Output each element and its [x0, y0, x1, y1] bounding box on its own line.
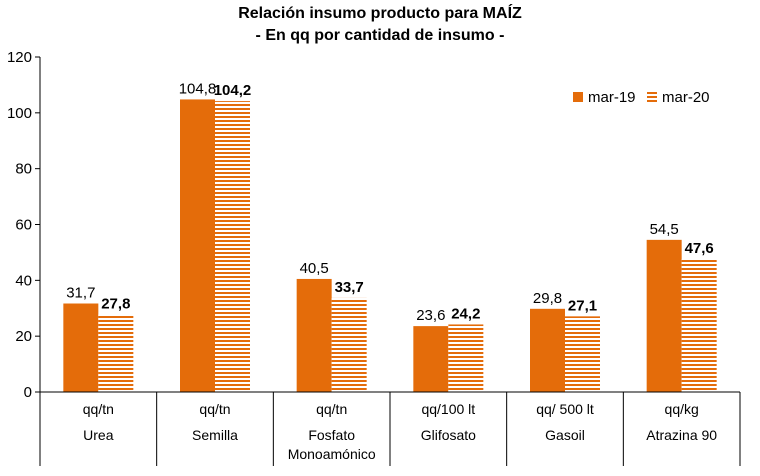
bar-mar-19-1 [180, 99, 215, 392]
category-name-label: Urea [83, 427, 114, 443]
chart-title: Relación insumo producto para MAÍZ [238, 3, 522, 22]
data-label-mar-20-4: 27,1 [568, 297, 597, 314]
y-tick-label: 100 [7, 105, 32, 122]
bar-mar-20-3 [448, 324, 484, 392]
chart-subtitle: - En qq por cantidad de insumo - [256, 27, 505, 44]
bar-mar-19-2 [296, 278, 332, 392]
legend-label-mar-20: mar-20 [662, 89, 710, 106]
data-label-mar-20-0: 27,8 [101, 295, 130, 312]
data-label-mar-20-3: 24,2 [451, 305, 480, 322]
bar-mar-20-5 [681, 259, 717, 392]
bar-mar-20-4 [565, 316, 600, 392]
data-label-mar-20-5: 47,6 [685, 240, 714, 257]
data-label-mar-19-2: 40,5 [300, 260, 329, 277]
x-axis: qq/tn Urea qq/tn Semilla qq/tn Fosfato Monoamó… [39, 391, 741, 466]
category-unit-label: qq/tn [83, 401, 114, 417]
legend-swatch-mar-20 [647, 92, 657, 102]
data-label-mar-19-3: 23,6 [416, 307, 445, 324]
data-label-mar-20-2: 33,7 [335, 279, 364, 296]
category-name-label-line2: Monoamónico [288, 446, 376, 462]
category-name-label: Gasoil [545, 427, 585, 443]
bar-mar-19-5 [646, 239, 682, 392]
bar-mar-19-3 [413, 326, 449, 392]
category-name-label: Semilla [192, 427, 238, 443]
bars [63, 99, 717, 392]
bar-mar-20-2 [331, 297, 367, 392]
y-tick-label: 60 [15, 217, 32, 234]
category-name-label: Fosfato [308, 427, 355, 443]
y-axis: 0 20 40 60 80 100 120 [7, 49, 41, 401]
y-tick-label: 40 [15, 272, 32, 289]
data-label-mar-19-0: 31,7 [66, 285, 95, 302]
category-name-label: Glifosato [421, 427, 476, 443]
category-unit-label: qq/kg [665, 401, 699, 417]
y-tick-label: 80 [15, 161, 32, 178]
data-label-mar-19-5: 54,5 [650, 221, 679, 238]
bar-mar-19-4 [530, 308, 565, 392]
category-name-label: Atrazina 90 [646, 427, 717, 443]
category-unit-label: qq/ 500 lt [536, 401, 594, 417]
bar-mar-19-0 [63, 303, 99, 392]
data-label-mar-20-1: 104,2 [214, 82, 252, 99]
legend: mar-19 mar-20 [573, 89, 710, 106]
legend-swatch-mar-19 [573, 92, 583, 102]
category-unit-label: qq/100 lt [421, 401, 475, 417]
category-unit-label: qq/tn [316, 401, 347, 417]
bar-mar-20-1 [215, 101, 250, 392]
category-unit-label: qq/tn [199, 401, 230, 417]
data-label-mar-19-4: 29,8 [533, 290, 562, 307]
data-label-mar-19-1: 104,8 [179, 80, 217, 97]
legend-label-mar-19: mar-19 [588, 89, 636, 106]
y-tick-label: 0 [24, 384, 32, 401]
y-tick-label: 120 [7, 49, 32, 66]
bar-mar-20-0 [98, 314, 134, 392]
y-tick-label: 20 [15, 328, 32, 345]
